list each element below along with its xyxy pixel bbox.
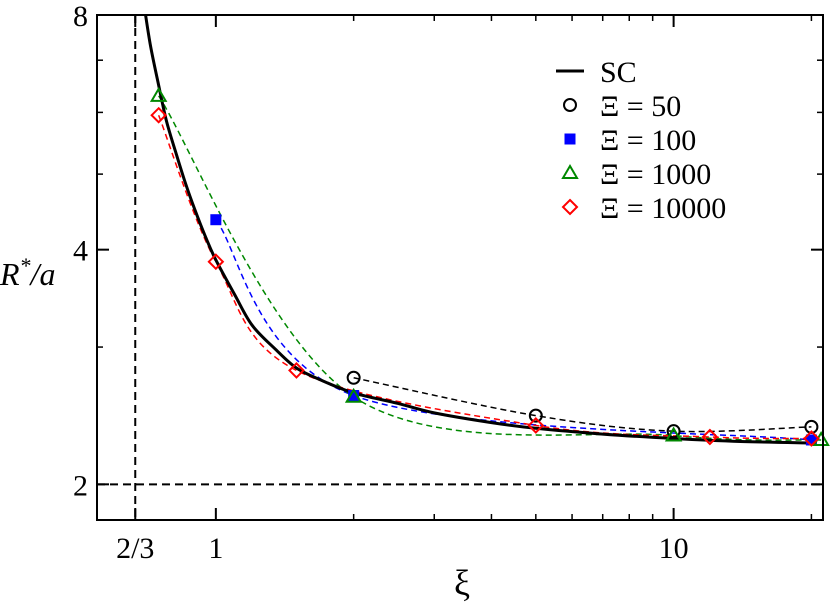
series-line-10000 xyxy=(157,114,812,440)
data-point-100 xyxy=(348,390,360,402)
sc-curve xyxy=(144,15,812,445)
tick-labels: 2/3 1 10 2 4 8 xyxy=(73,0,689,565)
y-tick-label: 2 xyxy=(73,469,88,502)
data-point-100 xyxy=(210,214,222,226)
data-point-50 xyxy=(346,370,361,385)
data-point-1000 xyxy=(344,387,363,403)
plot-frame xyxy=(96,14,824,521)
data-point-50 xyxy=(528,408,543,423)
legend-sc-label: SC xyxy=(600,56,637,89)
legend-marker-10000 xyxy=(561,198,579,216)
y-tick-label: 8 xyxy=(73,0,88,33)
plot-area xyxy=(144,15,822,445)
data-point-10000 xyxy=(701,428,719,446)
data-point-10000 xyxy=(207,253,225,271)
reference-lines xyxy=(97,15,823,520)
series-line-50 xyxy=(353,377,812,433)
x-tick-label: 1 xyxy=(208,532,223,565)
series-line-100 xyxy=(215,219,812,441)
data-point-100 xyxy=(805,434,817,446)
data-point-1000 xyxy=(664,426,683,442)
data-point-10000 xyxy=(803,430,820,447)
data-point-10000 xyxy=(150,106,168,124)
data-point-50 xyxy=(666,424,681,439)
x-tick-label: 2/3 xyxy=(116,532,154,565)
legend-marker-1000 xyxy=(561,164,579,179)
legend-label-1000: Ξ = 1000 xyxy=(600,158,711,191)
legend-marker-100 xyxy=(564,133,576,145)
legend-label-10000: Ξ = 10000 xyxy=(600,192,726,225)
legend-marker-50 xyxy=(563,98,577,112)
y-tick-label: 4 xyxy=(73,235,88,268)
legend-label-100: Ξ = 100 xyxy=(600,124,696,157)
y-axis-label: R*/a xyxy=(0,253,55,292)
x-tick-label: 10 xyxy=(659,532,689,565)
data-point-10000 xyxy=(527,417,545,434)
data-point-1000 xyxy=(149,86,168,102)
data-point-10000 xyxy=(288,362,305,379)
legend-label-50: Ξ = 50 xyxy=(600,90,681,123)
markers xyxy=(149,86,830,447)
axis-ticks xyxy=(97,14,823,520)
x-axis-label: ξ xyxy=(454,563,470,603)
series-line-1000 xyxy=(158,95,822,441)
